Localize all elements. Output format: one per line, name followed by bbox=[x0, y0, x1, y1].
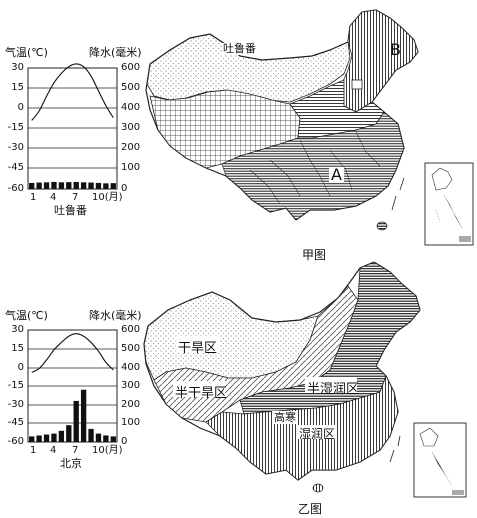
chart1-right-tick: 200 bbox=[121, 142, 141, 153]
chart2-left-tick: -45 bbox=[7, 417, 24, 428]
chart2-precip-bar bbox=[110, 436, 116, 442]
chart2-gridlines bbox=[28, 348, 117, 424]
chart1-left-tick: 0 bbox=[17, 102, 24, 113]
map-jia-turpan-label: 吐鲁番 bbox=[222, 42, 257, 55]
map-yi bbox=[143, 261, 467, 498]
chart1-right-tick: 400 bbox=[121, 102, 141, 113]
chart1-y-right-label: 降水(毫米) bbox=[89, 46, 142, 59]
chart1-y-left-label: 气温(℃) bbox=[5, 46, 48, 59]
chart1-gridlines bbox=[28, 87, 117, 169]
chart2-precip-bar bbox=[43, 434, 50, 442]
chart2-precip-bar bbox=[103, 435, 109, 442]
chart2-right-tick: 0 bbox=[121, 436, 128, 447]
chart2-left-tick: 30 bbox=[11, 324, 24, 335]
map-yi-semi-humid-label: 半湿润区 bbox=[307, 382, 360, 397]
chart2-y-right-label: 降水(毫米) bbox=[89, 309, 142, 322]
chart1-precip-bar bbox=[95, 182, 102, 189]
chart2-precip-bar bbox=[80, 389, 87, 442]
chart1-temperature-line bbox=[31, 63, 114, 121]
chart2-left-tick: 0 bbox=[17, 362, 24, 373]
chart1-precip-bar bbox=[80, 182, 87, 189]
map-jia-label-a: A bbox=[329, 165, 344, 184]
chart2-precip-bar bbox=[88, 428, 94, 442]
chart1-left-tick: -30 bbox=[7, 142, 24, 153]
chart1-left-tick: -45 bbox=[7, 162, 24, 173]
chart2-right-tick: 400 bbox=[121, 362, 141, 373]
chart2-temperature-line bbox=[31, 333, 114, 373]
chart1-right-tick: 0 bbox=[121, 183, 128, 194]
chart2-left-tick: -15 bbox=[7, 380, 24, 391]
chart1-station-name: 吐鲁番 bbox=[54, 204, 87, 217]
chart1-left-tick: 15 bbox=[11, 82, 24, 93]
chart2-station-name: 北京 bbox=[60, 457, 82, 470]
chart2-precip-bar bbox=[58, 430, 65, 442]
climate-chart-beijing bbox=[27, 329, 118, 443]
chart1-precip-bar bbox=[73, 181, 79, 189]
chart1-right-tick: 100 bbox=[121, 162, 141, 173]
chart1-precip-bar bbox=[51, 181, 57, 189]
chart2-precip-bar bbox=[51, 433, 57, 442]
chart1-x-tick: 7 bbox=[72, 192, 79, 203]
chart2-right-tick: 600 bbox=[121, 324, 141, 335]
chart2-x-tick: 4 bbox=[50, 445, 57, 456]
chart1-precip-bar bbox=[58, 182, 65, 189]
chart2-precip-bar bbox=[36, 435, 42, 442]
map-yi-humid-label: 湿润区 bbox=[299, 427, 336, 441]
chart1-precip-bar bbox=[88, 182, 94, 189]
chart1-precip-bar bbox=[29, 182, 35, 189]
chart1-precip-bar bbox=[103, 183, 109, 189]
chart2-x-tick: 7 bbox=[72, 445, 79, 456]
chart2-x-tick: 1 bbox=[30, 445, 37, 456]
chart1-left-tick: -15 bbox=[7, 122, 24, 133]
chart2-precip-bar bbox=[66, 425, 72, 442]
chart2-precip-bar bbox=[73, 400, 79, 442]
chart1-x-tick: 10(月) bbox=[92, 192, 123, 203]
map-jia-label-b: B bbox=[390, 40, 401, 59]
chart2-right-tick: 500 bbox=[121, 343, 141, 354]
chart1-left-tick: 30 bbox=[11, 62, 24, 73]
chart1-x-tick: 4 bbox=[50, 192, 57, 203]
chart1-left-tick: -60 bbox=[7, 183, 24, 194]
chart2-precip-bar bbox=[95, 433, 102, 442]
map-jia bbox=[145, 9, 474, 246]
map-jia-caption: 甲图 bbox=[302, 248, 327, 262]
chart2-precip-bar bbox=[29, 436, 35, 442]
chart2-left-tick: -60 bbox=[7, 436, 24, 447]
chart1-precip-bar bbox=[36, 182, 42, 189]
map-yi-arid-label: 干旱区 bbox=[178, 341, 218, 356]
map-yi-caption: 乙图 bbox=[298, 502, 323, 516]
chart1-precip-bar bbox=[43, 182, 50, 189]
chart2-right-tick: 200 bbox=[121, 399, 141, 410]
chart1-right-tick: 300 bbox=[121, 122, 141, 133]
map-yi-plateau-label: 高寒 bbox=[274, 411, 296, 424]
chart2-right-tick: 100 bbox=[121, 417, 141, 428]
chart1-precip-bar bbox=[110, 183, 116, 189]
chart1-right-tick: 500 bbox=[121, 82, 141, 93]
chart2-left-tick: 15 bbox=[11, 343, 24, 354]
map-yi-semi-arid-label: 半干旱区 bbox=[175, 386, 228, 401]
chart2-left-tick: -30 bbox=[7, 399, 24, 410]
chart1-precip-bar bbox=[66, 182, 72, 189]
chart1-right-tick: 600 bbox=[121, 62, 141, 73]
chart2-x-tick: 10(月) bbox=[92, 445, 123, 456]
chart1-x-tick: 1 bbox=[30, 192, 37, 203]
chart2-y-left-label: 气温(℃) bbox=[5, 309, 48, 322]
chart2-right-tick: 300 bbox=[121, 380, 141, 391]
climate-chart-turpan bbox=[27, 63, 118, 190]
